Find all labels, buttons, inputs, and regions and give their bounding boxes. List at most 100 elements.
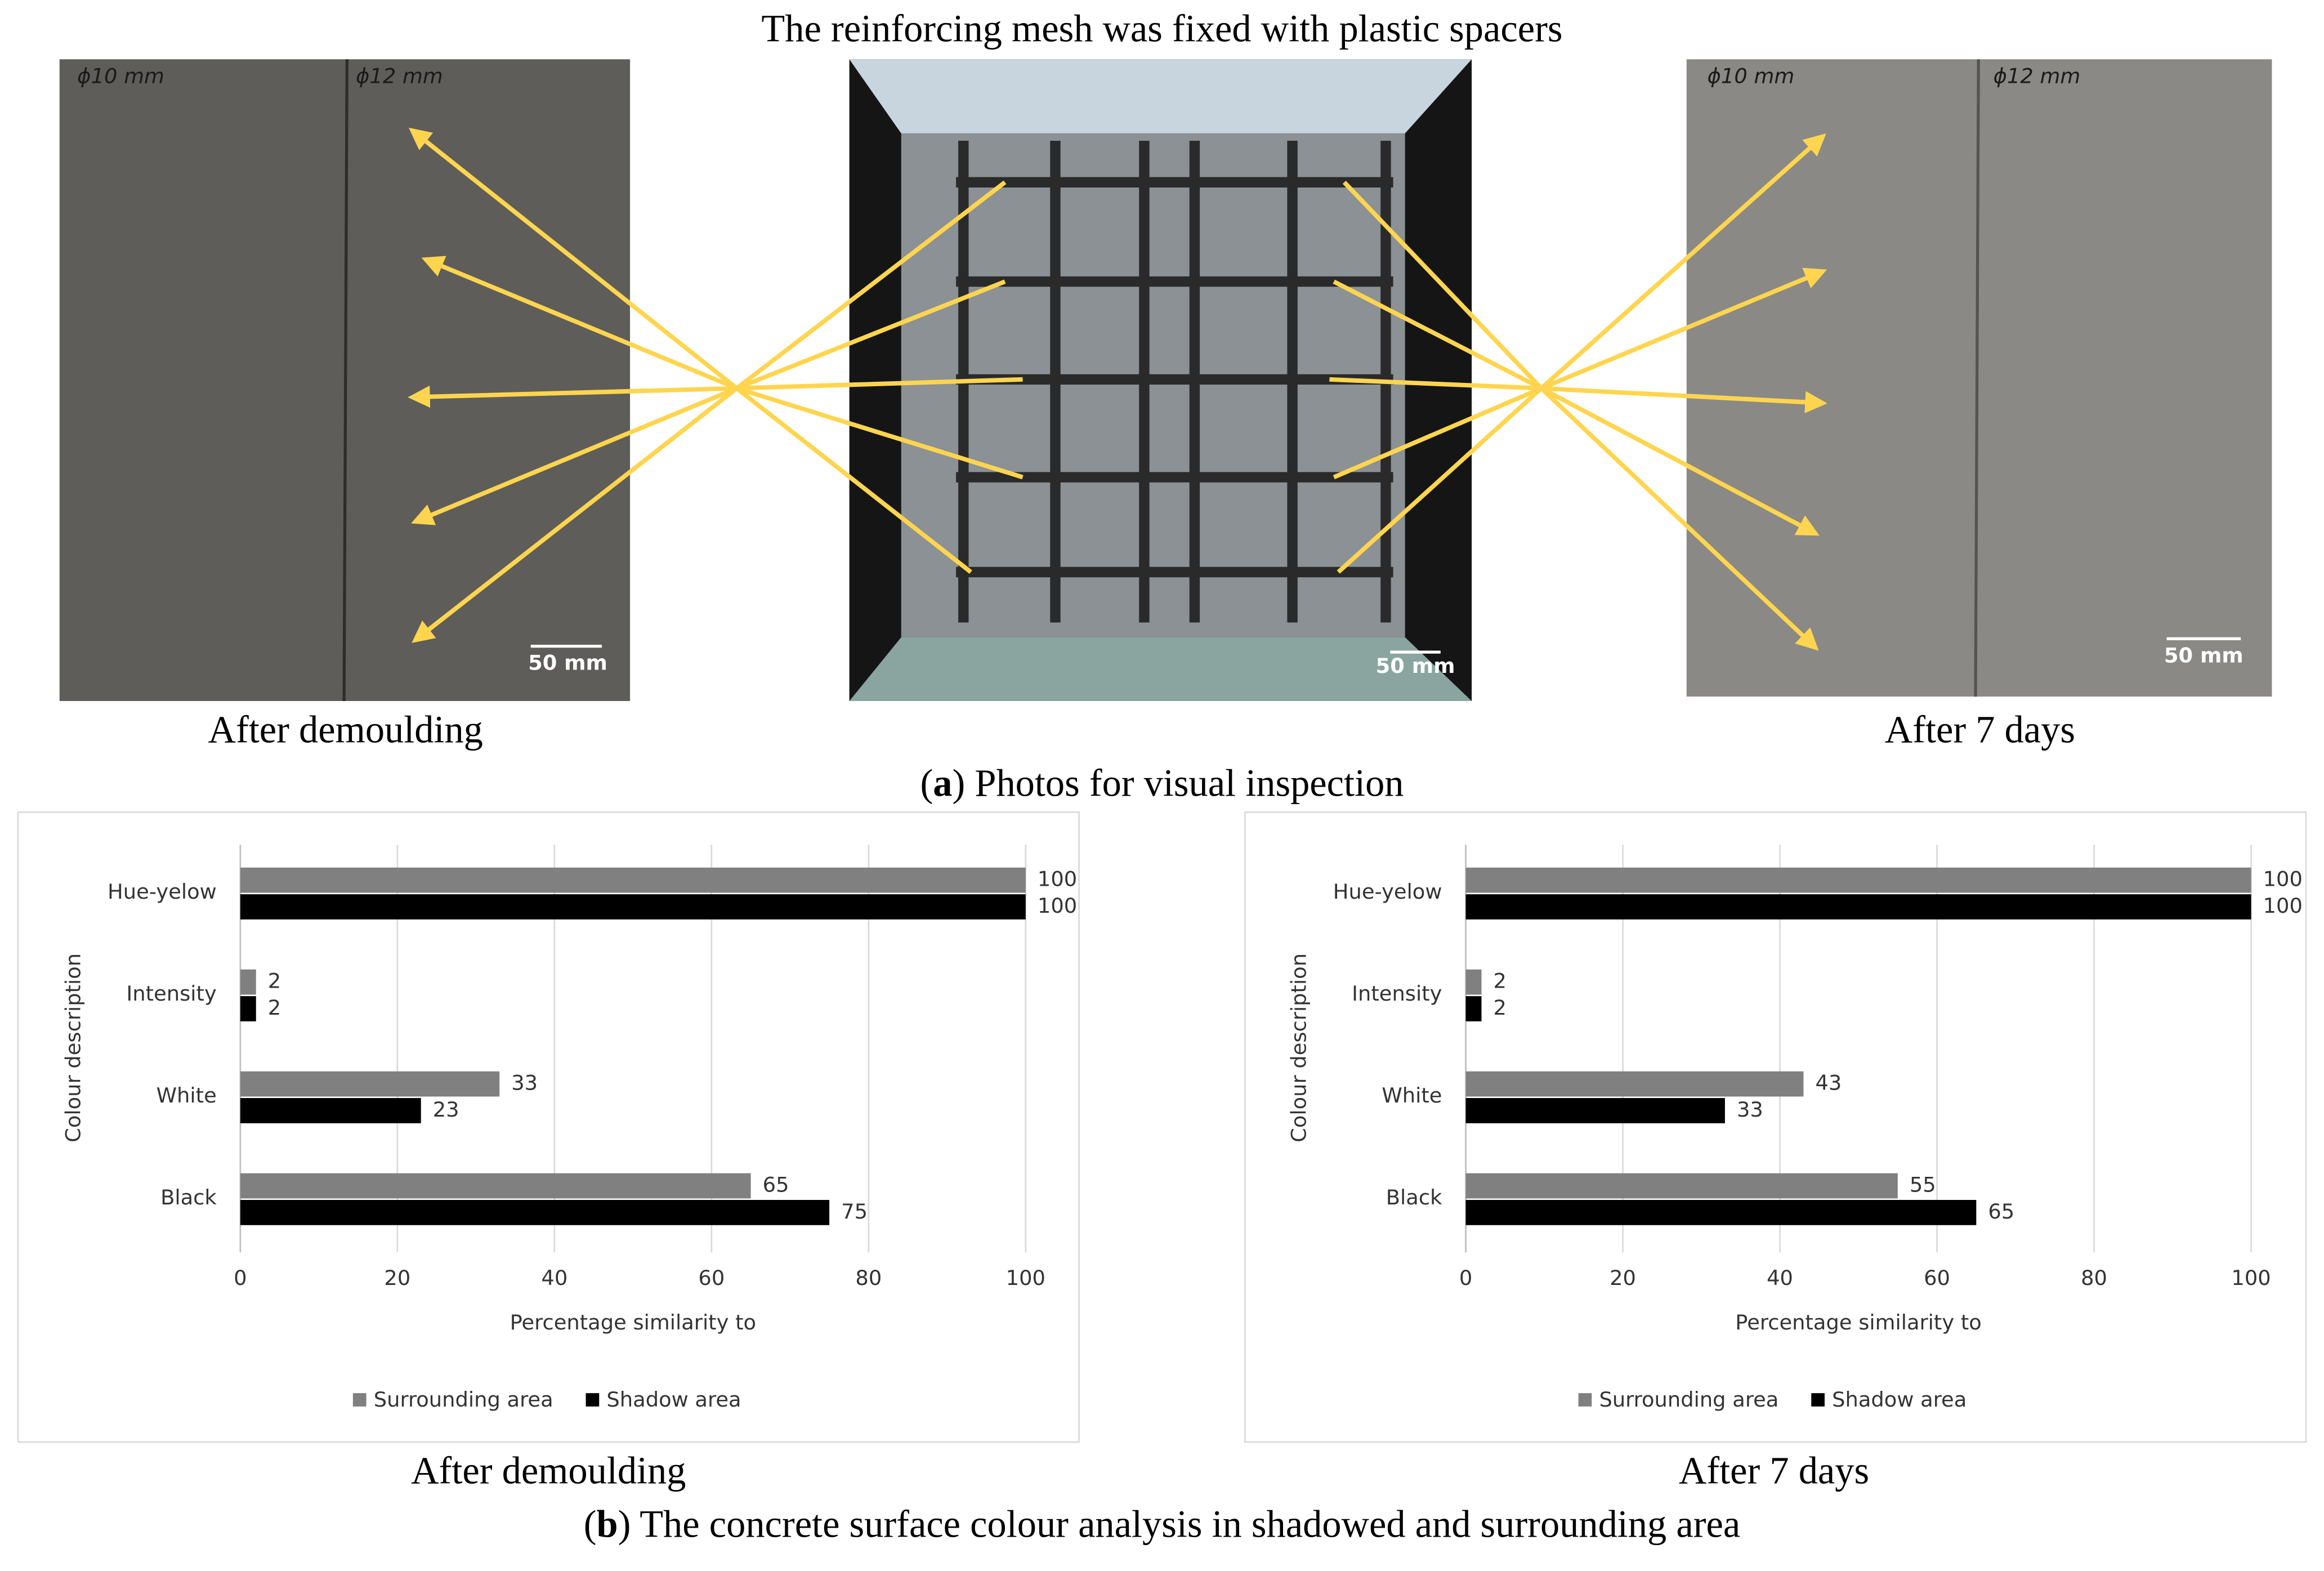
arrow xyxy=(411,386,738,525)
handwritten-label: ϕ12 mm xyxy=(1994,64,2081,88)
data-label: 55 xyxy=(1910,1172,1936,1197)
mould-top xyxy=(849,59,1472,133)
x-tick-label: 60 xyxy=(1924,1266,1950,1290)
data-label: 2 xyxy=(268,996,281,1020)
bar xyxy=(1465,969,1482,995)
arrow xyxy=(1541,386,1827,413)
panel-b-caption: (b) The concrete surface colour analysis… xyxy=(584,1502,1740,1545)
x-tick-label: 0 xyxy=(234,1266,247,1290)
data-label: 100 xyxy=(2263,894,2303,918)
y-axis-label: Colour description xyxy=(61,953,86,1142)
arrow xyxy=(412,386,739,643)
data-label: 23 xyxy=(433,1097,459,1122)
data-label: 65 xyxy=(1988,1199,2014,1224)
y-axis-label: Colour description xyxy=(1286,953,1311,1142)
chart-frame xyxy=(17,811,1080,1443)
chart-caption: After demoulding xyxy=(411,1449,686,1492)
bar xyxy=(1465,996,1482,1021)
bar xyxy=(240,867,1026,893)
y-tick-label: Hue-yelow xyxy=(108,880,217,904)
arrow xyxy=(736,279,1006,391)
bar xyxy=(1465,894,2251,920)
panel-a-caption: (a) Photos for visual inspection xyxy=(920,761,1404,804)
caption-part: ( xyxy=(584,1502,597,1545)
data-label: 100 xyxy=(1038,867,1077,891)
handwritten-label: ϕ12 mm xyxy=(356,64,443,88)
legend-label: Surrounding area xyxy=(1599,1387,1778,1412)
bar xyxy=(1465,1199,1977,1225)
y-tick-label: Intensity xyxy=(126,981,216,1006)
arrow xyxy=(408,385,737,408)
x-tick-label: 20 xyxy=(384,1266,410,1290)
legend-label: Surrounding area xyxy=(374,1387,553,1412)
arrow xyxy=(408,127,739,390)
scale-label: 50 mm xyxy=(2164,644,2243,668)
chart-caption: After 7 days xyxy=(1679,1449,1869,1492)
data-label: 2 xyxy=(1494,969,1507,993)
x-tick-label: 80 xyxy=(2081,1266,2107,1290)
bar xyxy=(240,1071,500,1097)
arrow xyxy=(1329,377,1541,391)
bar xyxy=(240,894,1026,920)
bar xyxy=(1465,867,2251,893)
y-tick-label: White xyxy=(1382,1083,1442,1108)
bar xyxy=(1465,1173,1898,1199)
x-tick-label: 100 xyxy=(2231,1266,2271,1290)
bar xyxy=(240,1173,751,1199)
caption-part: a xyxy=(933,761,952,804)
handwritten-label: ϕ10 mm xyxy=(1708,64,1795,88)
y-tick-label: Intensity xyxy=(1352,981,1442,1006)
x-axis-label: Percentage similarity to xyxy=(510,1310,757,1335)
scale-label: 50 mm xyxy=(1376,654,1455,678)
data-label: 2 xyxy=(1494,996,1507,1020)
arrow xyxy=(1540,133,1826,390)
caption-part: ) Photos for visual inspection xyxy=(953,761,1404,804)
mould-base xyxy=(901,133,1405,637)
data-label: 75 xyxy=(841,1199,868,1224)
legend-label: Shadow area xyxy=(606,1387,741,1412)
legend-swatch xyxy=(352,1393,367,1407)
arrow xyxy=(735,386,972,574)
x-tick-label: 40 xyxy=(541,1266,567,1290)
y-tick-label: Black xyxy=(1386,1185,1442,1210)
x-tick-label: 0 xyxy=(1459,1266,1472,1290)
caption-part: b xyxy=(597,1502,618,1545)
data-label: 33 xyxy=(511,1071,538,1095)
handwritten-label: ϕ10 mm xyxy=(77,64,164,88)
rebar-mesh xyxy=(956,141,1393,623)
arrow xyxy=(1333,386,1543,480)
mould-bottom xyxy=(849,637,1472,701)
legend-swatch xyxy=(586,1393,600,1407)
data-label: 2 xyxy=(268,969,281,993)
bar xyxy=(240,996,256,1021)
x-tick-label: 40 xyxy=(1767,1266,1793,1290)
arrow xyxy=(1342,181,1543,390)
data-label: 43 xyxy=(1815,1071,1842,1095)
arrow xyxy=(1540,386,1819,651)
chart-frame xyxy=(1244,811,2307,1443)
data-label: 100 xyxy=(2263,867,2303,891)
arrows xyxy=(408,127,1827,651)
bar xyxy=(1465,1098,1725,1123)
arrow xyxy=(1333,279,1543,391)
legend-label: Shadow area xyxy=(1832,1387,1967,1412)
x-tick-label: 80 xyxy=(855,1266,882,1290)
arrow xyxy=(1337,386,1543,574)
bar xyxy=(240,969,256,995)
figure-title: The reinforcing mesh was fixed with plas… xyxy=(761,7,1562,50)
arrow xyxy=(1540,386,1820,536)
joint-line xyxy=(1974,59,1980,697)
bar xyxy=(240,1199,830,1225)
arrow xyxy=(421,256,738,391)
bar xyxy=(1465,1071,1804,1097)
arrow xyxy=(736,377,1023,391)
legend-swatch xyxy=(1811,1393,1825,1407)
photo-caption: After demoulding xyxy=(208,708,483,751)
data-label: 65 xyxy=(763,1172,789,1197)
photo-caption: After 7 days xyxy=(1885,708,2075,751)
legend-swatch xyxy=(1578,1393,1592,1407)
arrow xyxy=(1540,267,1827,391)
x-axis-label: Percentage similarity to xyxy=(1735,1310,1981,1335)
